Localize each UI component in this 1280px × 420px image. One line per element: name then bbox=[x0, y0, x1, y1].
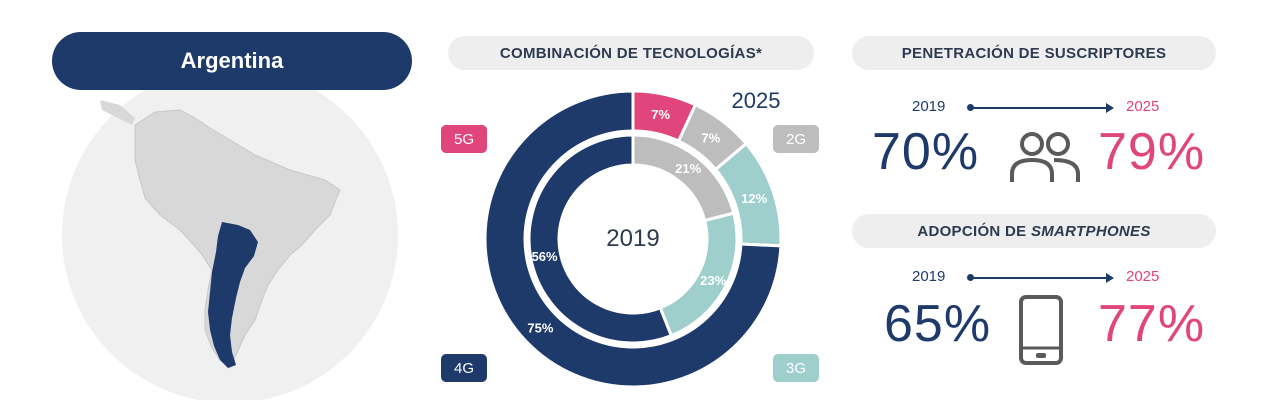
inner-ring-year-label: 2019 bbox=[606, 225, 659, 252]
outer-label-2g: 7% bbox=[701, 130, 720, 145]
legend-5g-label: 5G bbox=[453, 130, 474, 148]
legend-3g-label: 3G bbox=[785, 359, 806, 377]
slice-labels: 7% 7% 12% 75% 21% 23% 56% bbox=[527, 107, 767, 335]
legend-4g: 4G bbox=[441, 354, 487, 382]
country-name: Argentina bbox=[180, 48, 284, 73]
technology-mix-title: COMBINACIÓN DE TECNOLOGÍAS* bbox=[448, 36, 814, 70]
legend-4g-label: 4G bbox=[453, 359, 474, 377]
central-america-land bbox=[100, 100, 135, 125]
smartphone-icon bbox=[1019, 295, 1063, 365]
map-panel: Argentina bbox=[40, 30, 420, 400]
technology-donut-chart: 7% 7% 12% 75% 21% 23% 56% 2025 2019 bbox=[483, 88, 783, 389]
smartphone-start-year: 2019 bbox=[912, 268, 946, 285]
smartphone-timeline-arrow bbox=[967, 273, 1114, 283]
legend-3g: 3G bbox=[773, 354, 819, 382]
smartphone-end-value: 77% bbox=[1098, 295, 1206, 353]
subscriber-end-value: 79% bbox=[1098, 123, 1206, 181]
legend-2g: 2G bbox=[773, 125, 819, 153]
inner-label-3g: 23% bbox=[700, 273, 726, 288]
outer-label-4g: 75% bbox=[527, 320, 553, 335]
smartphone-end-year: 2025 bbox=[1126, 268, 1160, 285]
smartphone-adoption-title-emph: SMARTPHONES bbox=[1030, 222, 1151, 240]
country-pill: Argentina bbox=[52, 32, 412, 90]
smartphone-adoption-title-prefix: ADOPCIÓN DE bbox=[917, 222, 1031, 240]
subscriber-timeline-arrow bbox=[967, 103, 1114, 113]
smartphone-start-value: 65% bbox=[884, 295, 992, 353]
subscriber-penetration-title: PENETRACIÓN DE SUSCRIPTORES bbox=[852, 36, 1216, 70]
outer-slice-4g bbox=[483, 89, 783, 389]
subscriber-end-year: 2025 bbox=[1126, 98, 1160, 115]
technology-mix-title-text: COMBINACIÓN DE TECNOLOGÍAS* bbox=[499, 44, 763, 62]
south-america-map bbox=[62, 67, 398, 400]
outer-ring-2025 bbox=[483, 89, 783, 389]
subscriber-start-value: 70% bbox=[872, 123, 980, 181]
outer-label-3g: 12% bbox=[741, 191, 767, 206]
legend-5g: 5G bbox=[441, 125, 487, 153]
people-icon bbox=[1010, 132, 1080, 182]
subscriber-penetration-title-text: PENETRACIÓN DE SUSCRIPTORES bbox=[901, 44, 1167, 62]
inner-ring-2019 bbox=[527, 133, 739, 345]
argentina-highlight bbox=[208, 222, 258, 368]
subscriber-start-year: 2019 bbox=[912, 98, 946, 115]
inner-label-4g: 56% bbox=[532, 249, 558, 264]
smartphone-adoption-title: ADOPCIÓN DE SMARTPHONES bbox=[852, 214, 1216, 248]
inner-label-2g: 21% bbox=[675, 161, 701, 176]
outer-label-5g: 7% bbox=[651, 107, 670, 122]
outer-ring-year-label: 2025 bbox=[732, 88, 781, 113]
inner-slice-4g bbox=[527, 133, 674, 345]
legend-2g-label: 2G bbox=[785, 130, 806, 148]
